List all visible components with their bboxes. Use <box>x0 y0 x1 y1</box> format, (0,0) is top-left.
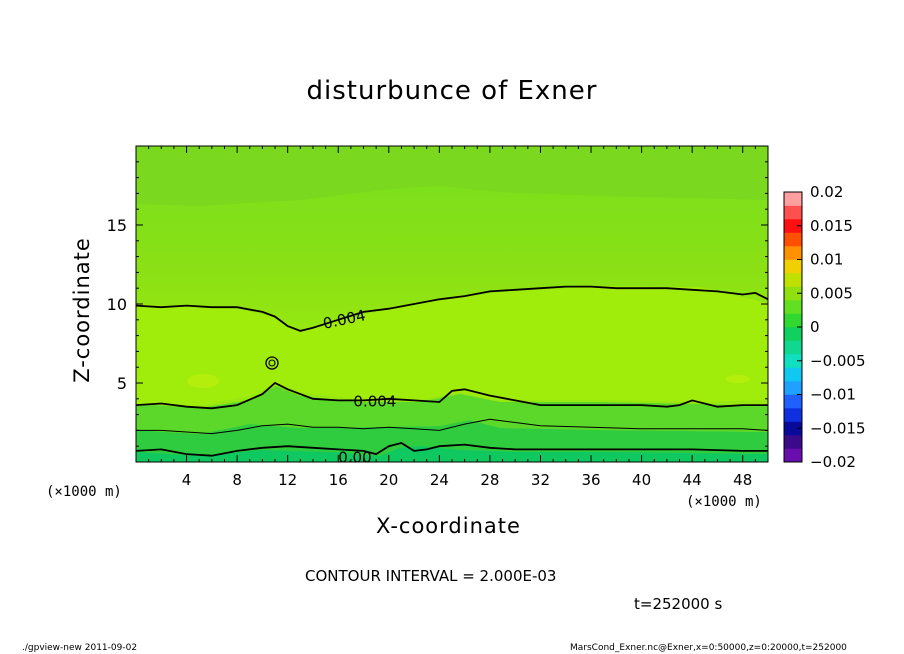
colorbar-tick-label: −0.015 <box>810 419 866 437</box>
colorbar-swatch <box>784 246 802 260</box>
colorbar-tick-label: 0.015 <box>810 217 853 235</box>
lower-band-1 <box>136 386 768 434</box>
chart-title: disturbunce of Exner <box>306 76 598 106</box>
bubble-left <box>187 374 219 388</box>
colorbar-swatch <box>784 192 802 206</box>
x-tick-label: 12 <box>278 471 297 489</box>
x-tick-label: 8 <box>232 471 242 489</box>
mid-band <box>136 286 768 406</box>
contour-label: 0.004 <box>353 392 396 410</box>
y-axis-ticks: 5 10 15 <box>107 161 768 447</box>
colorbar-tick-label: 0.005 <box>810 284 853 302</box>
contour-line <box>136 285 768 332</box>
colorbar-swatch <box>784 435 802 449</box>
upper-band <box>136 146 768 206</box>
x-unit-left: (×1000 m) <box>46 484 122 500</box>
colorbar-swatch <box>784 273 802 287</box>
lower-band-3 <box>136 446 768 462</box>
colorbar-swatch <box>784 286 802 301</box>
colorbar-tick-label: 0 <box>810 318 820 336</box>
colorbar-tick-label: 0.01 <box>810 251 843 269</box>
contour-label: 0.00 <box>338 448 371 466</box>
colorbar-swatch <box>784 205 802 220</box>
x-tick-label: 32 <box>531 471 550 489</box>
x-tick-label: 4 <box>182 471 192 489</box>
colorbar-swatch <box>784 421 802 436</box>
contour-line <box>136 418 768 435</box>
colorbar: 0.02 0.015 0.01 0.005 0 −0.005 −0.01 −0.015 −0.0… <box>783 183 866 471</box>
x-tick-label: 16 <box>329 471 348 489</box>
colorbar-swatch <box>784 340 802 355</box>
colorbar-swatch <box>784 381 802 395</box>
contour-line <box>136 442 768 457</box>
colorbar-swatch <box>784 394 802 409</box>
colorbar-swatch <box>784 300 802 314</box>
footer-left: ./gpview-new 2011-09-02 <box>22 643 138 653</box>
x-tick-label: 36 <box>581 471 600 489</box>
colorbar-swatch <box>784 259 802 274</box>
colorbar-swatch <box>784 408 802 422</box>
y-axis-label: Z-coordinate <box>70 237 94 383</box>
x-tick-label: 28 <box>480 471 499 489</box>
contour-line <box>136 381 768 410</box>
colorbar-tick-label: 0.02 <box>810 183 843 201</box>
x-tick-label: 44 <box>683 471 702 489</box>
contour-interval: CONTOUR INTERVAL = 2.000E-03 <box>305 567 557 585</box>
colorbar-tick-label: −0.02 <box>810 453 856 471</box>
colorbar-swatch <box>784 367 802 382</box>
x-tick-label: 40 <box>632 471 651 489</box>
closed-contour-marker <box>265 356 279 370</box>
colorbar-tick-label: −0.005 <box>810 352 866 370</box>
colorbar-swatch <box>784 354 802 368</box>
x-unit-right: (×1000 m) <box>686 494 762 510</box>
colorbar-swatch <box>784 219 802 233</box>
time-label: t=252000 s <box>634 595 723 613</box>
x-tick-label: 20 <box>379 471 398 489</box>
colorbar-tick-label: −0.01 <box>810 386 856 404</box>
x-axis-ticks: 4 8 12 16 20 24 28 32 36 40 44 48 <box>148 146 756 489</box>
colorbar-swatch <box>784 327 802 341</box>
y-tick-label: 15 <box>107 216 127 235</box>
colorbar-swatch <box>784 448 802 463</box>
x-tick-label: 48 <box>733 471 752 489</box>
colorbar-swatch <box>784 313 802 328</box>
colorbar-swatch <box>784 232 802 247</box>
y-tick-label: 5 <box>117 374 127 393</box>
x-axis-label: X-coordinate <box>376 514 521 538</box>
bubble-right <box>726 375 750 383</box>
footer-right: MarsCond_Exner.nc@Exner,x=0:50000,z=0:20… <box>570 643 847 653</box>
y-tick-label: 10 <box>107 295 127 314</box>
x-tick-label: 24 <box>430 471 449 489</box>
